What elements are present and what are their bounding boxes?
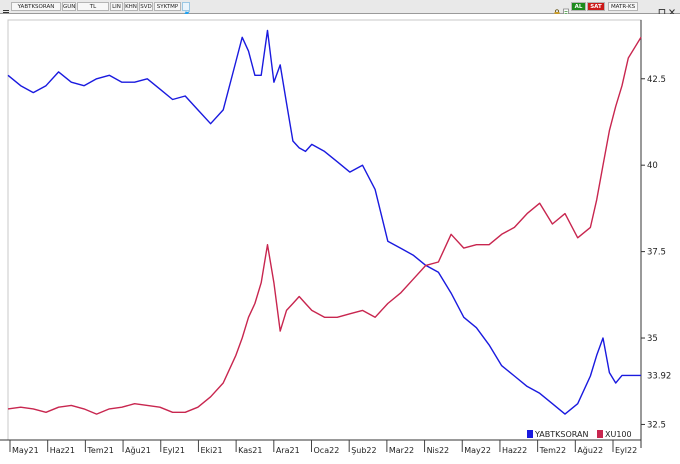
linear-button[interactable]: LIN — [110, 2, 123, 11]
sell-button[interactable]: SAT — [587, 2, 605, 11]
y-tick-label: 32.5 — [647, 420, 666, 430]
x-tick-label: May21 — [12, 446, 39, 455]
x-tick-label: Şub22 — [351, 446, 376, 455]
khn-button[interactable]: KHN — [124, 2, 138, 11]
x-tick-label: Ağu22 — [577, 446, 603, 455]
x-tick-label: Ağu21 — [125, 446, 151, 455]
maximize-icon[interactable] — [658, 2, 666, 16]
x-tick-label: May22 — [464, 446, 491, 455]
minimize-icon[interactable] — [648, 2, 656, 16]
chart-background — [0, 14, 680, 464]
series-line-yabtksoran — [7, 29, 641, 415]
symbol-button[interactable]: YABTKSORAN — [11, 2, 61, 11]
x-tick-label: Oca22 — [314, 446, 340, 455]
last-value-label: 33.92 — [647, 371, 671, 381]
x-tick-label: Tem22 — [539, 446, 566, 455]
matriks-button[interactable]: MATR-KS — [608, 2, 638, 11]
x-tick-label: Eki21 — [200, 446, 222, 455]
y-tick-label: 35 — [647, 334, 658, 344]
doc-icon[interactable] — [562, 2, 570, 17]
x-tick-label: Nis22 — [427, 446, 450, 455]
legend-swatch-yabtksoran[interactable] — [527, 430, 533, 438]
currency-button[interactable]: TL — [77, 2, 109, 11]
x-tick-label: Eyl22 — [615, 446, 637, 455]
y-tick-label: 42.5 — [647, 75, 666, 85]
toolbar: YABTKSORAN GUN TL LIN KHN SVD SYKTMP AL … — [0, 0, 680, 17]
twitter-icon[interactable] — [182, 2, 190, 16]
x-tick-label: Mar22 — [389, 446, 414, 455]
x-tick-label: Ara21 — [276, 446, 300, 455]
buy-button[interactable]: AL — [571, 2, 586, 11]
x-tick-label: Kas21 — [238, 446, 262, 455]
x-tick-label: Haz22 — [502, 446, 527, 455]
legend-swatch-xu100[interactable] — [597, 430, 603, 438]
x-tick-label: Tem21 — [86, 446, 113, 455]
x-tick-label: Haz21 — [50, 446, 75, 455]
y-tick-label: 40 — [647, 161, 658, 171]
sykmp-button[interactable]: SYKTMP — [154, 2, 181, 11]
close-icon[interactable] — [668, 2, 676, 16]
lock-icon[interactable] — [553, 2, 561, 16]
price-chart[interactable]: 42.5 40 37.5 35 32.5 May21 Haz21 Tem21 Ağu21 Eyl2… — [0, 14, 680, 464]
svd-button[interactable]: SVD — [139, 2, 153, 11]
series-line-xu100 — [7, 36, 642, 415]
period-button[interactable]: GUN — [62, 2, 76, 11]
legend-label-xu100[interactable]: XU100 — [605, 430, 632, 439]
menu-icon[interactable] — [2, 2, 10, 15]
y-tick-label: 37.5 — [647, 248, 666, 258]
legend-label-yabtksoran[interactable]: YABTKSORAN — [534, 430, 588, 439]
x-tick-label: Eyl21 — [163, 446, 185, 455]
